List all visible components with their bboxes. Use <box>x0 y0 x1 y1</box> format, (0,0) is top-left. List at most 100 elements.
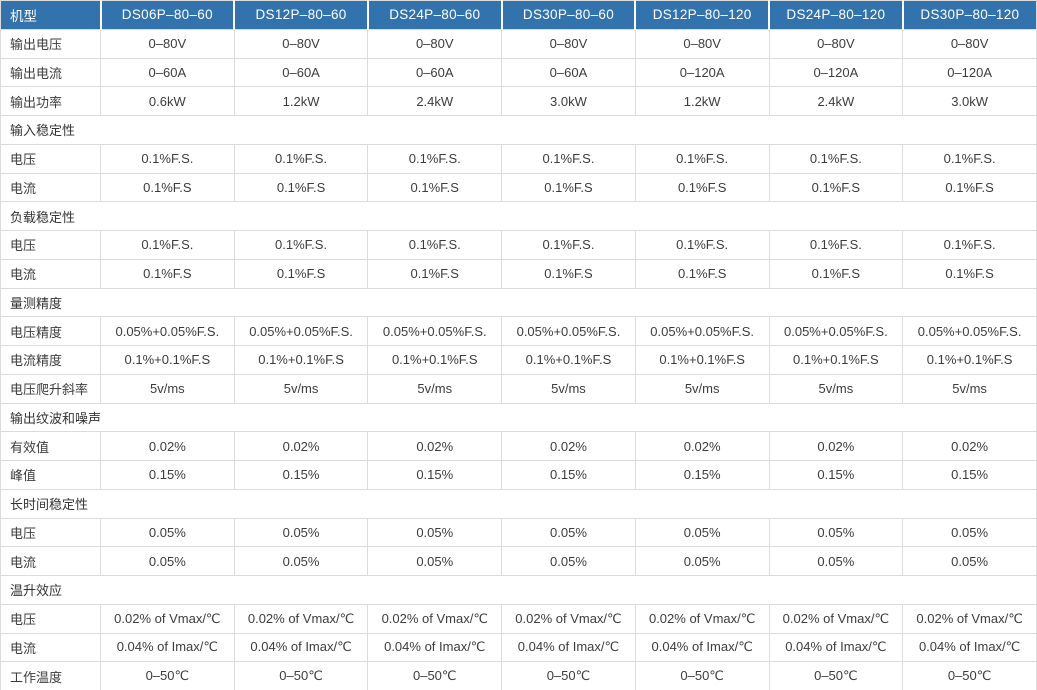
spec-value-cell: 5v/ms <box>367 373 503 404</box>
spec-value-cell: 0.1%F.S. <box>634 230 770 260</box>
row-label: 电流 <box>0 258 101 289</box>
spec-value-cell: 0.04% of Imax/℃ <box>501 632 636 663</box>
spec-value-cell: 0.05%+0.05%F.S. <box>367 316 503 346</box>
spec-value-cell: 0.1%F.S <box>100 172 235 203</box>
spec-value-cell: 0.1%F.S. <box>100 230 235 260</box>
spec-value-cell: 2.4kW <box>367 86 503 116</box>
spec-value-cell: 0.05% <box>501 546 636 576</box>
spec-value-cell: 0.1%F.S. <box>501 143 636 174</box>
spec-value-cell: 0.05%+0.05%F.S. <box>501 316 636 346</box>
spec-value-cell: 0–80V <box>367 28 503 59</box>
spec-value-cell: 0.04% of Imax/℃ <box>100 632 235 663</box>
spec-value-cell: 0.02% <box>100 431 235 461</box>
row-label: 电压 <box>0 230 101 260</box>
spec-value-cell: 0–120A <box>902 57 1037 88</box>
column-header-model-label: 机型 <box>0 0 101 30</box>
spec-value-cell: 0–80V <box>501 28 636 59</box>
section-row: 量测精度 <box>0 287 1037 318</box>
spec-value-cell: 0.1%+0.1%F.S <box>768 345 904 375</box>
spec-value-cell: 0.1%F.S. <box>367 230 503 260</box>
spec-value-cell: 0–60A <box>100 57 235 88</box>
section-header: 温升效应 <box>0 575 1037 605</box>
section-row: 输入稳定性 <box>0 115 1037 145</box>
spec-value-cell: 0.02% <box>501 431 636 461</box>
table-row: 输出电流 0–60A 0–60A 0–60A 0–60A 0–120A 0–120A 0–12… <box>0 57 1037 88</box>
spec-value-cell: 0–80V <box>902 28 1037 59</box>
spec-value-cell: 0.1%F.S. <box>768 143 904 174</box>
row-label: 电流精度 <box>0 345 101 375</box>
spec-value-cell: 0.02% of Vmax/℃ <box>634 603 770 634</box>
row-label: 电压精度 <box>0 316 101 346</box>
spec-value-cell: 0.04% of Imax/℃ <box>902 632 1037 663</box>
spec-value-cell: 0.02% <box>768 431 904 461</box>
spec-value-cell: 0.15% <box>501 460 636 490</box>
spec-value-cell: 0.1%F.S <box>233 172 369 203</box>
spec-value-cell: 5v/ms <box>634 373 770 404</box>
spec-value-cell: 0–50℃ <box>501 661 636 690</box>
spec-value-cell: 0.05% <box>902 517 1037 548</box>
spec-value-cell: 0–50℃ <box>902 661 1037 690</box>
spec-value-cell: 0.1%+0.1%F.S <box>902 345 1037 375</box>
row-label: 电压 <box>0 603 101 634</box>
section-row: 输出纹波和噪声 <box>0 402 1037 433</box>
spec-value-cell: 0.1%F.S <box>501 258 636 289</box>
spec-value-cell: 0.1%F.S <box>367 258 503 289</box>
spec-value-cell: 0–60A <box>501 57 636 88</box>
spec-value-cell: 0.1%F.S <box>501 172 636 203</box>
section-header: 负载稳定性 <box>0 201 1037 231</box>
spec-value-cell: 0.1%+0.1%F.S <box>233 345 369 375</box>
table-row: 电压精度 0.05%+0.05%F.S. 0.05%+0.05%F.S. 0.05%+… <box>0 316 1037 346</box>
spec-value-cell: 0.05% <box>100 517 235 548</box>
spec-value-cell: 0–80V <box>634 28 770 59</box>
spec-value-cell: 0.1%F.S <box>634 258 770 289</box>
table-row: 电流 0.1%F.S 0.1%F.S 0.1%F.S 0.1%F.S 0.1%F.S 0.1… <box>0 258 1037 289</box>
spec-value-cell: 0.05%+0.05%F.S. <box>233 316 369 346</box>
spec-value-cell: 2.4kW <box>768 86 904 116</box>
row-label: 电压爬升斜率 <box>0 373 101 404</box>
spec-value-cell: 0.05%+0.05%F.S. <box>902 316 1037 346</box>
row-label: 输出电流 <box>0 57 101 88</box>
spec-value-cell: 5v/ms <box>902 373 1037 404</box>
row-label: 电流 <box>0 172 101 203</box>
spec-value-cell: 0–60A <box>233 57 369 88</box>
spec-value-cell: 0.1%F.S. <box>768 230 904 260</box>
spec-value-cell: 0–50℃ <box>233 661 369 690</box>
table-row: 有效值 0.02% 0.02% 0.02% 0.02% 0.02% 0.02% 0.02% <box>0 431 1037 461</box>
spec-value-cell: 0.05% <box>902 546 1037 576</box>
section-row: 负载稳定性 <box>0 201 1037 231</box>
section-header: 输入稳定性 <box>0 115 1037 145</box>
spec-value-cell: 5v/ms <box>233 373 369 404</box>
spec-value-cell: 0.04% of Imax/℃ <box>768 632 904 663</box>
spec-value-cell: 0.15% <box>233 460 369 490</box>
spec-value-cell: 0.1%F.S. <box>100 143 235 174</box>
spec-value-cell: 0.02% <box>233 431 369 461</box>
column-header-model: DS30P–80–120 <box>901 0 1037 30</box>
spec-value-cell: 0.05%+0.05%F.S. <box>100 316 235 346</box>
spec-value-cell: 0.1%F.S. <box>634 143 770 174</box>
spec-value-cell: 0.6kW <box>100 86 235 116</box>
header-row: 机型 DS06P–80–60 DS12P–80–60 DS24P–80–60 DS30… <box>0 0 1037 30</box>
spec-value-cell: 0.02% <box>367 431 503 461</box>
spec-value-cell: 0.05%+0.05%F.S. <box>634 316 770 346</box>
spec-value-cell: 0.02% of Vmax/℃ <box>367 603 503 634</box>
column-header-model: DS24P–80–60 <box>366 0 502 30</box>
table-row: 电流 0.1%F.S 0.1%F.S 0.1%F.S 0.1%F.S 0.1%F.S 0.1… <box>0 172 1037 203</box>
spec-value-cell: 0.1%F.S <box>768 172 904 203</box>
spec-value-cell: 0.05% <box>367 546 503 576</box>
spec-value-cell: 0.1%+0.1%F.S <box>367 345 503 375</box>
table-row: 电流 0.04% of Imax/℃ 0.04% of Imax/℃ 0.04% of… <box>0 632 1037 663</box>
spec-value-cell: 0–50℃ <box>367 661 503 690</box>
table-row: 电压 0.1%F.S. 0.1%F.S. 0.1%F.S. 0.1%F.S. 0.1%F.… <box>0 230 1037 260</box>
table-row: 电压 0.1%F.S. 0.1%F.S. 0.1%F.S. 0.1%F.S. 0.1%F.… <box>0 143 1037 174</box>
spec-value-cell: 0.1%F.S <box>233 258 369 289</box>
spec-value-cell: 0.1%F.S <box>768 258 904 289</box>
spec-value-cell: 0.02% <box>634 431 770 461</box>
spec-value-cell: 0.04% of Imax/℃ <box>367 632 503 663</box>
spec-value-cell: 0.1%F.S <box>902 258 1037 289</box>
row-label: 峰值 <box>0 460 101 490</box>
spec-value-cell: 0.04% of Imax/℃ <box>634 632 770 663</box>
table-row: 电流 0.05% 0.05% 0.05% 0.05% 0.05% 0.05% 0.05% <box>0 546 1037 576</box>
spec-value-cell: 0.1%F.S <box>100 258 235 289</box>
spec-value-cell: 0.05%+0.05%F.S. <box>768 316 904 346</box>
